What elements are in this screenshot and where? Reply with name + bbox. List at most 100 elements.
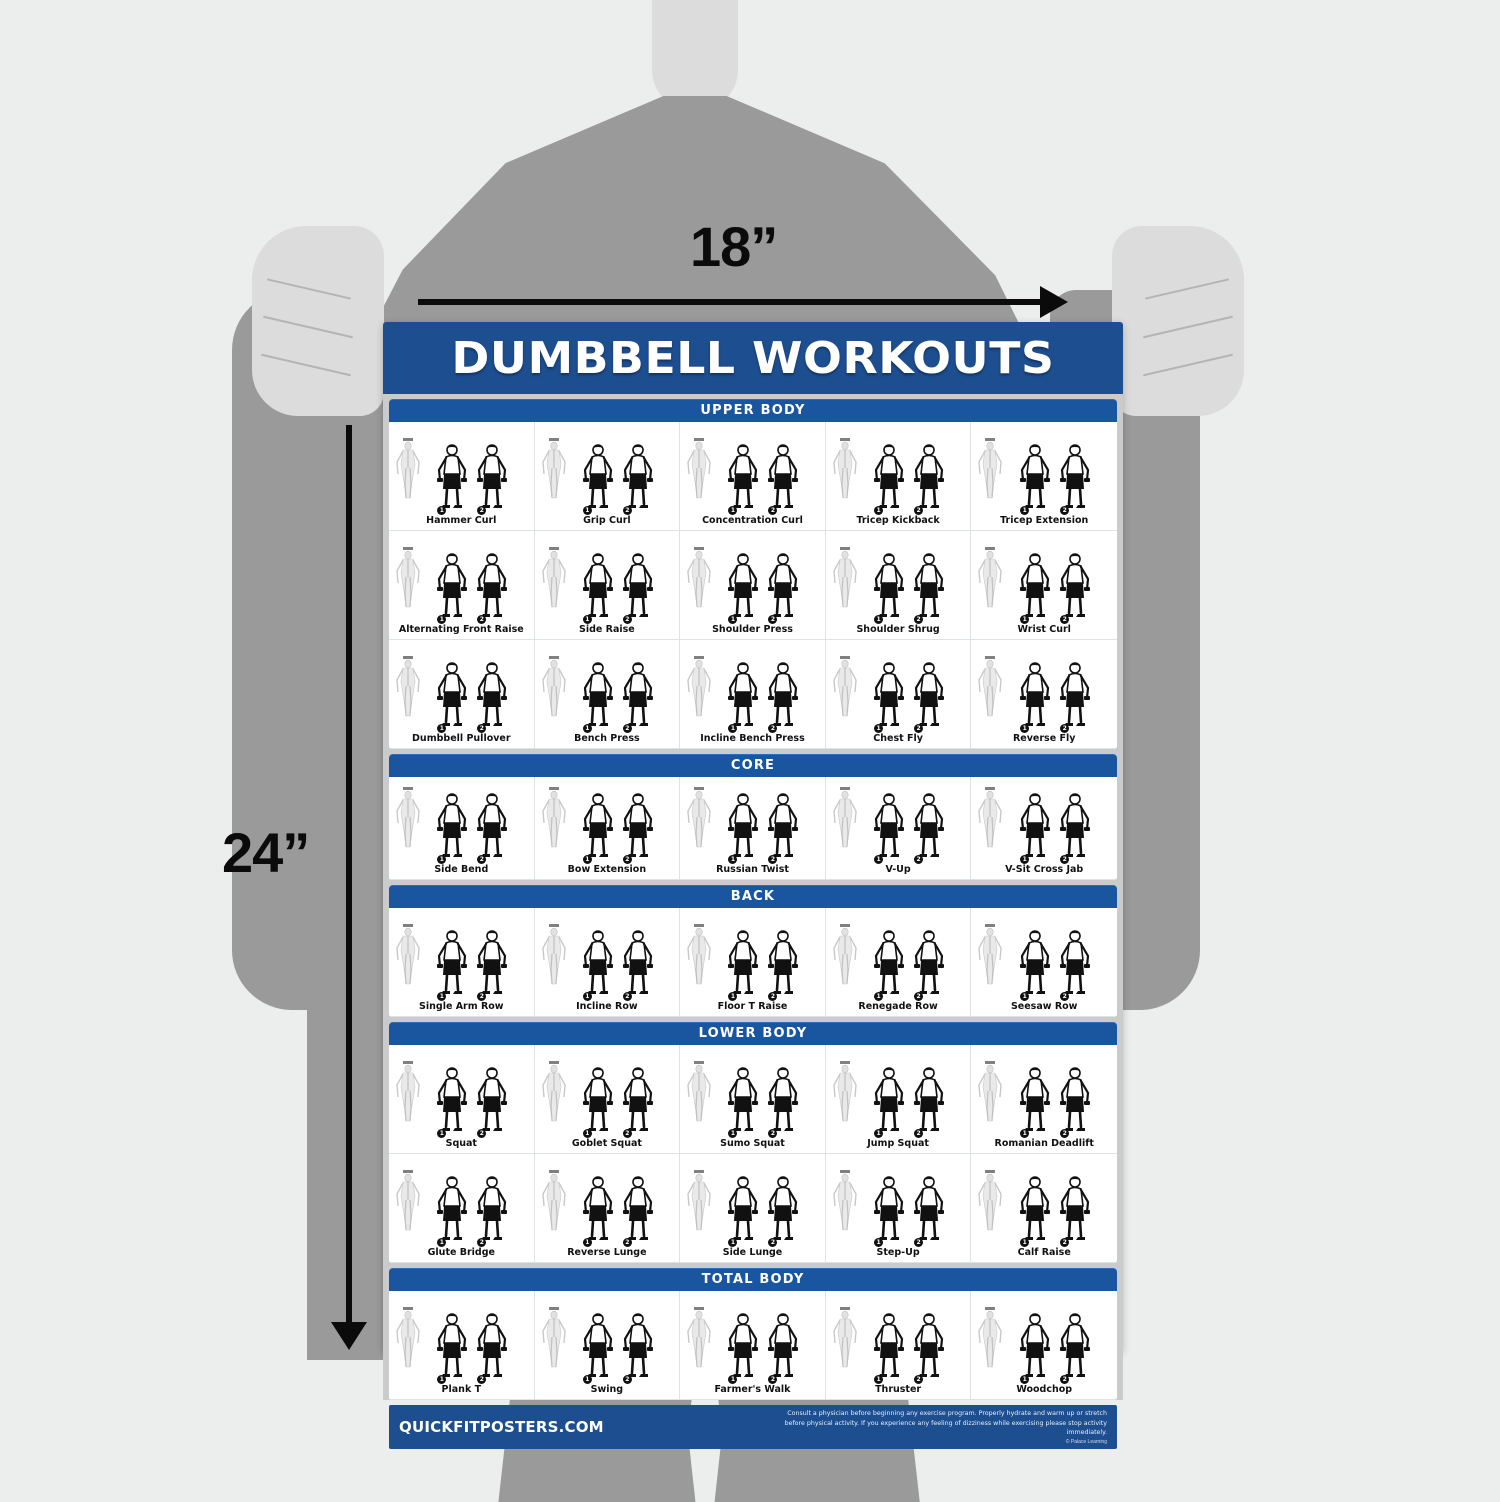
exercise-step-figure: 2 [621,1174,655,1247]
exercise-cell[interactable]: 1 2 V-Up [825,777,972,880]
exercise-cell[interactable]: 1 2 Shoulder Shrug [825,531,972,640]
exercise-name: Sumo Squat [720,1137,785,1149]
exercise-cell[interactable]: 1 2 V-Sit Cross Jab [971,777,1117,880]
muscle-anatomy-icon [395,437,421,500]
exercise-cell[interactable]: 1 2 Side Bend [389,777,535,880]
step-number-badge: 2 [768,854,778,864]
exercise-cell[interactable]: 1 2 Plank T [389,1291,535,1400]
exercise-name: Romanian Deadlift [994,1137,1094,1149]
exercise-cell[interactable]: 1 2 Jump Squat [825,1045,972,1154]
step-number-badge: 2 [622,1374,632,1384]
step-number-badge: 1 [582,505,592,515]
muscle-anatomy-icon [977,1060,1003,1123]
exercise-cell[interactable]: 1 2 Step-Up [825,1154,972,1263]
muscle-anatomy-icon [977,1306,1003,1369]
exercise-cell[interactable]: 1 2 Incline Row [534,908,681,1017]
exercise-step-figure: 1 [872,1174,906,1247]
exercise-cell[interactable]: 1 2 Dumbbell Pullover [389,640,535,749]
exercise-step-figure: 2 [1058,791,1092,864]
exercise-cell[interactable]: 1 2 Calf Raise [971,1154,1117,1263]
exercise-cell[interactable]: 1 2 Farmer's Walk [680,1291,826,1400]
exercise-cell[interactable]: 1 2 Side Raise [534,531,681,640]
step-number-badge: 1 [582,1128,592,1138]
exercise-name: Tricep Kickback [856,514,940,526]
step-number-badge: 1 [728,505,738,515]
exercise-cell[interactable]: 1 2 Seesaw Row [971,908,1117,1017]
exercise-cell[interactable]: 1 2 Swing [534,1291,681,1400]
person-right-hand [1112,226,1244,416]
exercise-cell[interactable]: 1 2 Romanian Deadlift [971,1045,1117,1154]
exercise-name: Swing [590,1383,624,1395]
exercise-cell[interactable]: 1 2 Alternating Front Raise [389,531,535,640]
muscle-anatomy-icon [541,1169,567,1232]
exercise-step-figure: 1 [872,660,906,733]
step-number-badge: 2 [1060,723,1070,733]
exercise-step-figure: 2 [475,660,509,733]
muscle-anatomy-icon [686,546,712,609]
exercise-cell[interactable]: 1 2 Tricep Kickback [825,422,972,531]
exercise-cell[interactable]: 1 2 Bow Extension [534,777,681,880]
exercise-step-figure: 2 [475,551,509,624]
exercise-cell[interactable]: 1 2 Floor T Raise [680,908,826,1017]
exercise-cell[interactable]: 1 2 Thruster [825,1291,972,1400]
exercise-step-figure: 1 [1018,551,1052,624]
exercise-cell[interactable]: 1 2 Goblet Squat [534,1045,681,1154]
exercise-step-figure: 2 [475,1174,509,1247]
exercise-cell[interactable]: 1 2 Glute Bridge [389,1154,535,1263]
exercise-cell[interactable]: 1 2 Bench Press [534,640,681,749]
exercise-cell[interactable]: 1 2 Side Lunge [680,1154,826,1263]
exercise-cell[interactable]: 1 2 Concentration Curl [680,422,826,531]
section-core: CORE 1 2 Side Bend 1 2 Bow Extension 1 2 Russian … [389,754,1117,880]
exercise-step-figure: 2 [766,660,800,733]
step-number-badge: 2 [768,1237,778,1247]
step-number-badge: 1 [437,1128,447,1138]
exercise-step-figure: 1 [435,551,469,624]
exercise-cell[interactable]: 1 2 Reverse Fly [971,640,1117,749]
exercise-cell[interactable]: 1 2 Russian Twist [680,777,826,880]
exercise-step-figure: 2 [912,791,946,864]
muscle-anatomy-icon [541,437,567,500]
muscle-anatomy-icon [395,923,421,986]
exercise-cell[interactable]: 1 2 Wrist Curl [971,531,1117,640]
exercise-cell[interactable]: 1 2 Grip Curl [534,422,681,531]
step-number-badge: 2 [914,723,924,733]
exercise-cell[interactable]: 1 2 Shoulder Press [680,531,826,640]
exercise-name: Bench Press [574,732,640,744]
exercise-cell[interactable]: 1 2 Sumo Squat [680,1045,826,1154]
exercise-cell[interactable]: 1 2 Single Arm Row [389,908,535,1017]
exercise-cell[interactable]: 1 2 Incline Bench Press [680,640,826,749]
muscle-anatomy-icon [541,655,567,718]
poster[interactable]: DUMBBELL WORKOUTS UPPER BODY 1 2 Hammer Cur… [383,322,1123,1449]
exercise-cell[interactable]: 1 2 Woodchop [971,1291,1117,1400]
width-dimension-arrowhead-icon [1040,286,1068,318]
step-number-badge: 1 [437,723,447,733]
exercise-name: Shoulder Shrug [856,623,940,635]
exercise-cell[interactable]: 1 2 Chest Fly [825,640,972,749]
exercise-cell[interactable]: 1 2 Squat [389,1045,535,1154]
exercise-step-figure: 2 [1058,1065,1092,1138]
exercise-cell[interactable]: 1 2 Reverse Lunge [534,1154,681,1263]
muscle-anatomy-icon [977,1169,1003,1232]
exercise-cell[interactable]: 1 2 Renegade Row [825,908,972,1017]
exercise-cell[interactable]: 1 2 Hammer Curl [389,422,535,531]
exercise-cell[interactable]: 1 2 Tricep Extension [971,422,1117,531]
section-upper-body: UPPER BODY 1 2 Hammer Curl 1 2 Grip Curl 1 2 Conc… [389,399,1117,749]
